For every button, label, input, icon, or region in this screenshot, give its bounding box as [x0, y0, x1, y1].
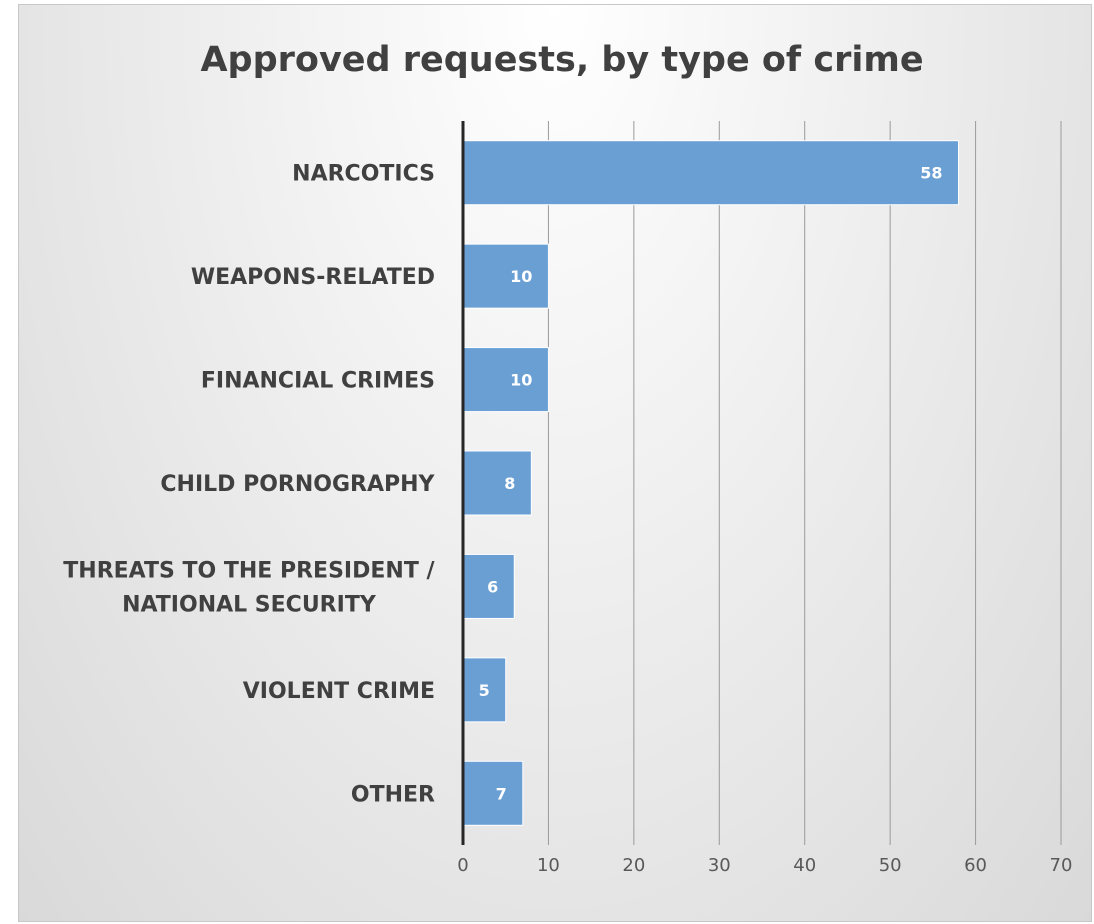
data-label: 10 — [510, 267, 532, 286]
category-label: THREATS TO THE PRESIDENT / NATIONAL SECUR… — [63, 558, 435, 617]
bar — [462, 760, 524, 826]
data-label: 6 — [487, 577, 498, 596]
category-label-line: THREATS TO THE PRESIDENT / — [63, 558, 435, 583]
x-tick-label: 0 — [457, 855, 468, 876]
data-label: 5 — [479, 681, 490, 700]
x-tick-label: 40 — [793, 855, 816, 876]
x-tick-label: 20 — [622, 855, 645, 876]
category-label-line: NATIONAL SECURITY — [122, 592, 377, 617]
chart-title: Approved requests, by type of crime — [200, 40, 923, 80]
bars: 58 10 10 8 6 5 7 — [462, 140, 959, 826]
category-label-line: OTHER — [351, 782, 435, 807]
data-label: 7 — [496, 784, 507, 803]
x-axis-ticks: 0 10 20 30 40 50 60 70 — [457, 855, 1072, 876]
category-label: WEAPONS-RELATED — [191, 265, 435, 290]
category-labels: NARCOTICS WEAPONS-RELATED FINANCIAL CRIMES… — [63, 162, 435, 808]
category-label: NARCOTICS — [292, 162, 435, 187]
grid-lines — [547, 121, 1062, 845]
category-label-line: FINANCIAL CRIMES — [201, 369, 435, 394]
category-label-line: NARCOTICS — [292, 162, 435, 187]
bar — [462, 450, 532, 516]
category-label: VIOLENT CRIME — [243, 679, 435, 704]
data-label: 58 — [920, 164, 942, 183]
x-tick-label: 10 — [537, 855, 560, 876]
x-tick-label: 60 — [964, 855, 987, 876]
chart-svg: Approved requests, by type of crime 5810… — [63, 40, 1072, 876]
category-label-line: VIOLENT CRIME — [243, 679, 435, 704]
bar — [462, 140, 959, 206]
x-tick-label: 50 — [879, 855, 902, 876]
category-label: FINANCIAL CRIMES — [201, 369, 435, 394]
category-label-line: WEAPONS-RELATED — [191, 265, 435, 290]
category-label-line: CHILD PORNOGRAPHY — [160, 472, 435, 497]
data-label: 8 — [504, 474, 515, 493]
bar — [462, 243, 549, 309]
data-label: 10 — [510, 371, 532, 390]
x-tick-label: 70 — [1050, 855, 1073, 876]
category-label: OTHER — [351, 782, 435, 807]
x-tick-label: 30 — [708, 855, 731, 876]
category-label: CHILD PORNOGRAPHY — [160, 472, 435, 497]
bar — [462, 347, 549, 413]
bar — [462, 657, 507, 723]
chart-frame: Approved requests, by type of crime 58 10… — [18, 4, 1092, 922]
